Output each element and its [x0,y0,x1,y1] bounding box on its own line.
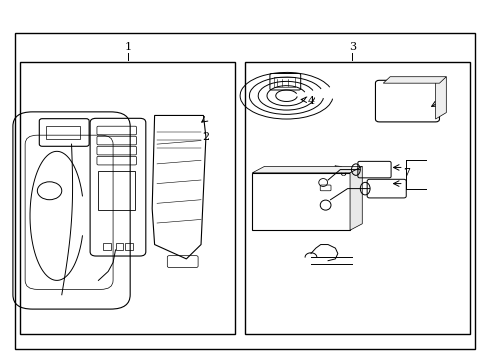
Text: 1: 1 [124,42,131,52]
Bar [103,243,111,250]
Bar [245,62,470,334]
Bar [98,171,135,211]
Bar [15,33,475,348]
Polygon shape [383,77,446,83]
Bar [116,243,123,250]
Bar [46,126,80,139]
Polygon shape [252,166,362,173]
Polygon shape [436,77,446,119]
Bar [20,62,235,334]
Polygon shape [350,166,362,230]
Text: 7: 7 [403,168,410,178]
Text: 2: 2 [202,132,209,142]
Bar [252,173,350,230]
Text: 3: 3 [349,42,356,52]
Bar [125,243,133,250]
Text: 4: 4 [307,96,315,106]
Bar [274,77,295,87]
Text: 5: 5 [437,96,444,106]
Text: 6: 6 [339,168,346,178]
